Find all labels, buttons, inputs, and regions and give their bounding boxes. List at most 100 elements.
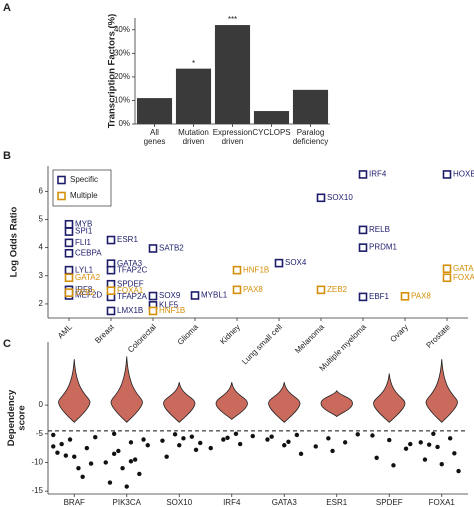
point (225, 435, 230, 440)
bar (214, 25, 251, 124)
point (88, 461, 94, 466)
bar (253, 111, 290, 124)
y-tick-label: 40% (114, 25, 130, 34)
point-label: GATA2 (453, 264, 474, 273)
violin (58, 359, 91, 423)
legend-label: Multiple (70, 191, 98, 200)
point-label: GATA3 (117, 259, 143, 268)
x-tick-label: PIK3CA (113, 498, 142, 507)
point (408, 441, 413, 447)
x-tick-label: GATA3 (272, 498, 298, 507)
bar (136, 98, 173, 124)
point (326, 436, 331, 441)
point (358, 170, 368, 179)
point (282, 443, 287, 448)
point (160, 438, 165, 443)
x-tick-label: Lung small cell (240, 322, 284, 366)
point (116, 448, 121, 454)
point (387, 437, 392, 443)
x-tick-label: Breast (93, 322, 116, 345)
violin (110, 356, 143, 423)
point (221, 437, 226, 442)
point (358, 243, 368, 252)
x-tick-label: Prostate (424, 322, 452, 350)
significance: *** (228, 15, 237, 24)
violin (320, 389, 353, 418)
point-label: LYL1 (75, 265, 94, 274)
point-label: HNF1B (243, 265, 269, 274)
y-tick-label: 30% (114, 48, 130, 57)
y-tick-label: 10% (114, 96, 130, 105)
point (274, 258, 284, 268)
point (148, 244, 158, 253)
point (51, 444, 56, 449)
point (358, 292, 368, 302)
point-label: CEBPA (75, 248, 102, 257)
point (208, 445, 213, 451)
point (298, 451, 304, 457)
point (439, 461, 444, 467)
y-tick-label: 4 (39, 243, 44, 252)
bar (175, 68, 212, 124)
violin (215, 382, 248, 420)
point (294, 432, 300, 438)
point (59, 441, 64, 447)
point-label: ZEB2 (327, 285, 348, 294)
violin (163, 382, 196, 423)
point-label: SPDEF (117, 279, 144, 288)
point (132, 457, 138, 462)
x-tick-label: Ovary (388, 323, 409, 344)
point-label: MEF2D (75, 291, 102, 300)
point (128, 440, 134, 445)
y-tick-label: 0 (39, 400, 44, 409)
x-tick-label: Glioma (176, 322, 201, 347)
y-tick-label: 5 (39, 215, 44, 224)
point-label: FOXA1 (117, 286, 144, 295)
point (124, 484, 129, 489)
point (148, 306, 158, 316)
x-tick-label: ESR1 (326, 498, 347, 507)
point (148, 291, 158, 301)
point (313, 444, 318, 449)
point (403, 446, 409, 451)
point (106, 306, 116, 316)
point-label: PAX8 (411, 291, 431, 300)
point (456, 468, 461, 474)
violin (268, 382, 301, 423)
panel-label: B (3, 150, 11, 162)
point-label: SPI1 (75, 227, 93, 236)
x-tick-label: IRF4 (223, 498, 241, 507)
point (400, 292, 410, 301)
significance: * (192, 59, 195, 68)
panel-label: C (3, 338, 11, 350)
point (431, 431, 436, 436)
x-tick-label: SOX10 (166, 498, 192, 507)
y-tick-label: 0% (118, 119, 130, 128)
point (64, 227, 74, 236)
point (141, 437, 146, 442)
x-tick-label: Kidney (218, 323, 242, 347)
point (80, 474, 85, 479)
point (172, 432, 178, 437)
y-tick-label: 6 (39, 186, 44, 195)
y-tick-label: 20% (114, 72, 130, 81)
x-tick-label: AML (56, 322, 74, 340)
point (67, 437, 73, 442)
point (250, 433, 255, 439)
point-label: TFAP2A (117, 292, 147, 301)
violin (373, 373, 406, 423)
point (72, 454, 77, 459)
y-tick-label: -15 (31, 486, 43, 495)
point (342, 440, 348, 445)
y-axis-label: Dependencyscore (6, 389, 27, 446)
point-label: FLI1 (75, 238, 92, 247)
point (189, 434, 195, 439)
point (64, 288, 74, 297)
y-tick-label: 2 (39, 299, 44, 308)
legend-swatch (57, 175, 66, 185)
point (447, 436, 453, 441)
point (181, 436, 186, 441)
point (391, 463, 396, 468)
x-tick-label: CYCLOPS (252, 128, 290, 137)
